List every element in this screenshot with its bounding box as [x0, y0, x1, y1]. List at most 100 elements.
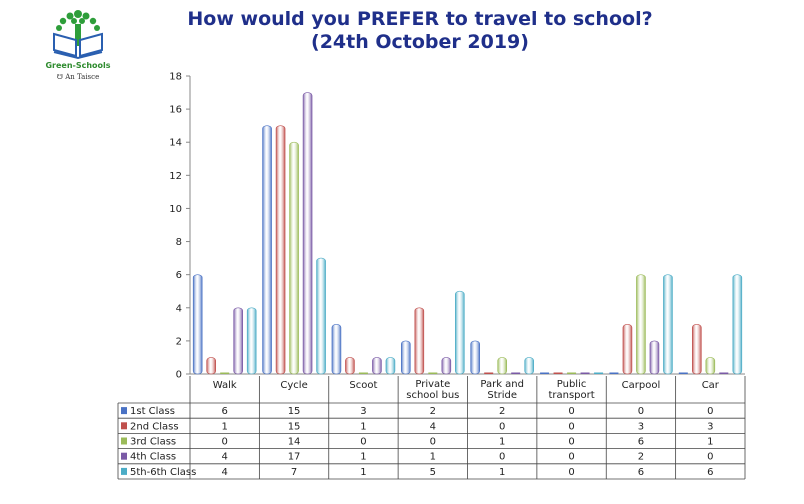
bar-5 — [524, 357, 534, 375]
bar-5 — [385, 357, 396, 375]
data-value: 0 — [568, 452, 574, 463]
bar-5 — [316, 257, 326, 375]
bar-2 — [414, 307, 425, 375]
bar-4 — [441, 357, 452, 375]
data-value: 5 — [430, 467, 436, 478]
legend-label: 3rd Class — [130, 437, 176, 448]
bar-4 — [511, 372, 521, 374]
bar-4 — [302, 92, 313, 375]
data-value: 4 — [430, 421, 436, 432]
data-value: 6 — [222, 406, 228, 417]
data-value: 3 — [360, 406, 366, 417]
data-value: 0 — [499, 452, 505, 463]
logo-title: Green-Schools — [45, 61, 111, 70]
bar-1 — [331, 324, 342, 375]
green-schools-logo: Green-Schools ☋ An Taisce — [40, 6, 116, 86]
title-line-2: (24th October 2019) — [311, 31, 529, 53]
bar-4 — [233, 307, 243, 375]
data-value: 0 — [568, 421, 574, 432]
y-tick-label: 4 — [176, 303, 182, 314]
category-label: Carpool — [622, 380, 661, 391]
data-value: 3 — [638, 421, 644, 432]
bar-5 — [455, 290, 465, 375]
legend-swatch — [121, 452, 127, 460]
data-value: 6 — [638, 467, 644, 478]
bar-1 — [192, 274, 203, 375]
legend-label: 5th-6th Class — [130, 467, 196, 478]
bar-2 — [692, 324, 702, 375]
data-value: 1 — [222, 421, 228, 432]
bar-3 — [358, 372, 368, 374]
legend-swatch — [121, 422, 127, 430]
category-label: school bus — [406, 390, 459, 401]
bar-4 — [649, 340, 660, 375]
data-value: 1 — [499, 437, 505, 448]
data-value: 14 — [288, 437, 301, 448]
bar-3 — [497, 357, 507, 375]
data-value: 2 — [430, 406, 436, 417]
bar-1 — [401, 340, 411, 375]
y-tick-label: 6 — [176, 270, 182, 281]
an-taisce-icon: ☋ — [56, 73, 66, 81]
y-tick-label: 12 — [169, 171, 182, 182]
data-value: 2 — [638, 452, 644, 463]
data-value: 0 — [499, 421, 505, 432]
category-label: Park and — [480, 379, 524, 390]
bar-1 — [540, 372, 550, 374]
bar-3 — [636, 274, 646, 375]
data-value: 0 — [430, 437, 436, 448]
legend-label: 4th Class — [130, 452, 176, 463]
bar-3 — [289, 141, 299, 375]
data-value: 0 — [360, 437, 366, 448]
y-tick-label: 10 — [169, 204, 182, 215]
category-label: Cycle — [280, 380, 307, 391]
green-schools-tree-icon — [53, 10, 103, 60]
y-tick-label: 0 — [176, 370, 182, 381]
data-value: 0 — [568, 467, 574, 478]
data-value: 1 — [707, 437, 713, 448]
data-value: 0 — [222, 437, 228, 448]
bar-2 — [484, 372, 494, 374]
category-label: Scoot — [349, 380, 377, 391]
data-value: 0 — [568, 406, 574, 417]
data-value: 15 — [288, 421, 301, 432]
bar-4 — [719, 372, 729, 374]
data-value: 0 — [707, 452, 713, 463]
y-tick-label: 18 — [169, 72, 182, 83]
legend-label: 1st Class — [130, 406, 175, 417]
legend-swatch — [121, 407, 127, 415]
bar-1 — [609, 372, 619, 374]
data-value: 17 — [288, 452, 301, 463]
data-value: 1 — [360, 467, 366, 478]
data-value: 15 — [288, 406, 301, 417]
bar-4 — [372, 357, 382, 375]
category-label: Public — [557, 379, 587, 390]
legend-label: 2nd Class — [130, 421, 179, 432]
title-line-1: How would you PREFER to travel to school… — [187, 8, 653, 30]
data-value: 0 — [638, 406, 644, 417]
legend-swatch — [121, 437, 127, 445]
data-value: 3 — [707, 421, 713, 432]
data-value: 1 — [430, 452, 436, 463]
data-value: 6 — [707, 467, 713, 478]
page-title: How would you PREFER to travel to school… — [150, 8, 690, 54]
data-value: 2 — [499, 406, 505, 417]
bar-3 — [220, 372, 230, 374]
category-label: transport — [548, 390, 594, 401]
bar-5 — [594, 372, 604, 374]
data-value: 1 — [360, 421, 366, 432]
data-value: 6 — [638, 437, 644, 448]
bar-1 — [470, 340, 480, 375]
y-tick-label: 2 — [176, 336, 182, 347]
category-label: Private — [415, 379, 450, 390]
y-tick-label: 14 — [169, 138, 182, 149]
logo-org-text: An Taisce — [65, 73, 100, 81]
bar-3 — [705, 357, 716, 375]
data-value: 7 — [291, 467, 297, 478]
bar-5 — [663, 274, 673, 375]
bar-5 — [732, 274, 743, 375]
legend-swatch — [121, 467, 127, 475]
data-value: 1 — [499, 467, 505, 478]
data-value: 0 — [568, 437, 574, 448]
